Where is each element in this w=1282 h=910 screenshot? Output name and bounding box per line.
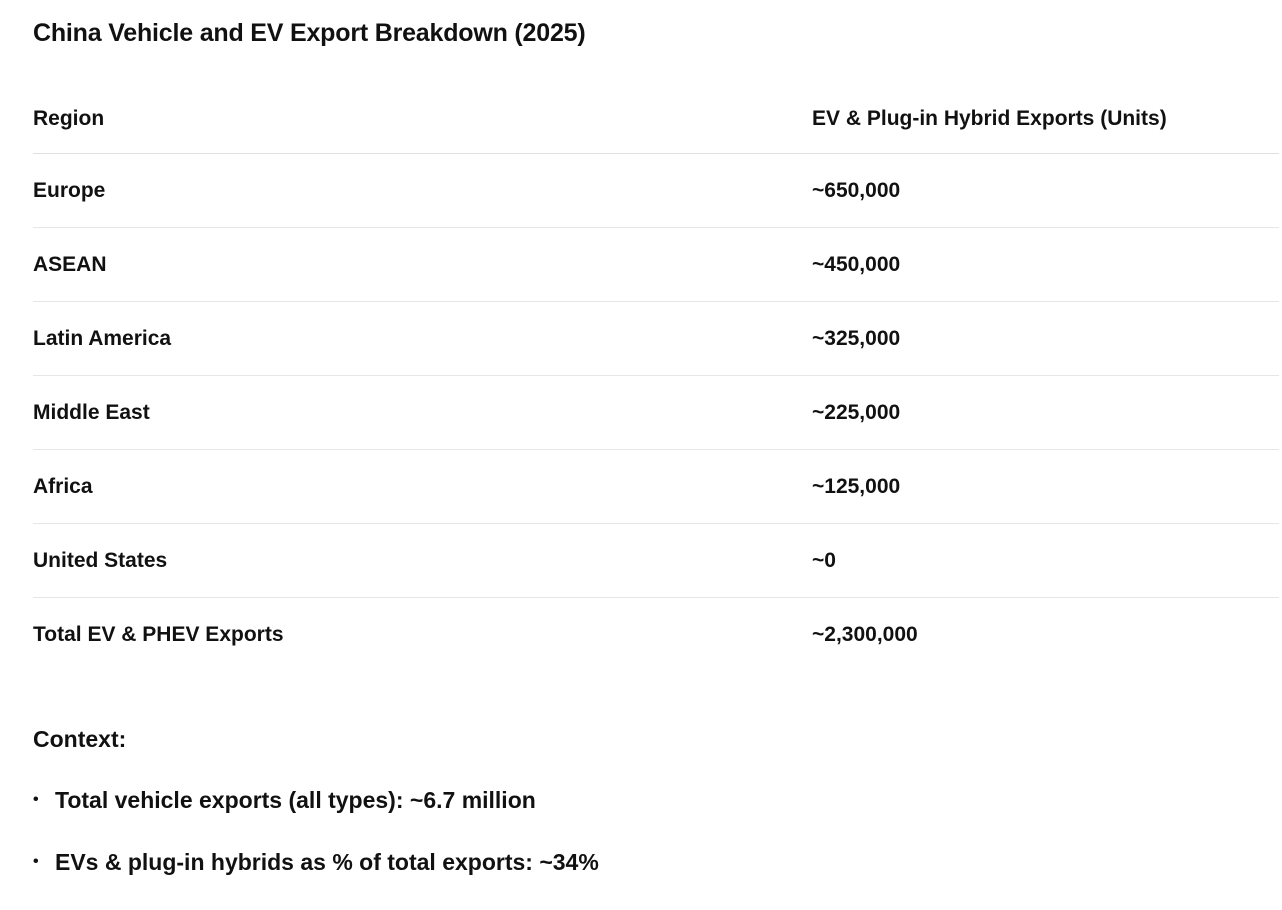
table-row: Europe ~650,000 (33, 154, 1279, 228)
region-cell: Europe (33, 179, 106, 202)
context-bullet-list: • Total vehicle exports (all types): ~6.… (33, 781, 1233, 905)
column-header-region: Region (33, 107, 105, 130)
total-value-cell: ~2,300,000 (812, 623, 918, 646)
table-row: Latin America ~325,000 (33, 302, 1279, 376)
exports-cell: ~450,000 (812, 253, 901, 276)
exports-cell: ~225,000 (812, 401, 901, 424)
region-cell: United States (33, 549, 168, 572)
column-header-exports: EV & Plug-in Hybrid Exports (Units) (812, 107, 1167, 130)
context-heading: Context: (33, 726, 127, 752)
bullet-icon: • (33, 791, 39, 808)
table-row: United States ~0 (33, 524, 1279, 598)
region-cell: Africa (33, 475, 93, 498)
export-table: Region EV & Plug-in Hybrid Exports (Unit… (33, 82, 1279, 671)
table-row: Africa ~125,000 (33, 450, 1279, 524)
region-cell: ASEAN (33, 253, 107, 276)
bullet-text: Total vehicle exports (all types): ~6.7 … (55, 787, 536, 813)
table-total-row: Total EV & PHEV Exports ~2,300,000 (33, 598, 1279, 671)
exports-cell: ~325,000 (812, 327, 901, 350)
context-section: Context: • Total vehicle exports (all ty… (33, 720, 1233, 905)
list-item: • Total vehicle exports (all types): ~6.… (33, 781, 1233, 843)
page-title: China Vehicle and EV Export Breakdown (2… (33, 19, 586, 47)
table-row: ASEAN ~450,000 (33, 228, 1279, 302)
bullet-text: EVs & plug-in hybrids as % of total expo… (55, 849, 599, 875)
list-item: • EVs & plug-in hybrids as % of total ex… (33, 843, 1233, 905)
exports-cell: ~125,000 (812, 475, 901, 498)
total-label-cell: Total EV & PHEV Exports (33, 623, 284, 646)
table-header-row: Region EV & Plug-in Hybrid Exports (Unit… (33, 82, 1279, 154)
exports-cell: ~0 (812, 549, 836, 572)
region-cell: Middle East (33, 401, 150, 424)
region-cell: Latin America (33, 327, 172, 350)
bullet-icon: • (33, 853, 39, 870)
table-row: Middle East ~225,000 (33, 376, 1279, 450)
exports-cell: ~650,000 (812, 179, 901, 202)
